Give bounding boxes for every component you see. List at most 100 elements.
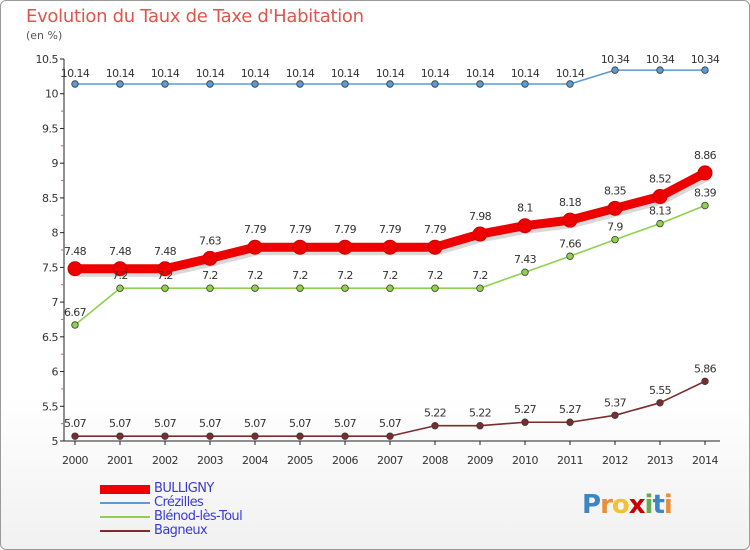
data-point [431,422,439,430]
data-point [116,432,124,440]
data-label: 7.2 [112,269,128,282]
data-point [112,261,128,277]
data-point [251,80,259,88]
x-tick-label: 2001 [107,454,133,467]
data-label: 10.34 [646,53,675,66]
data-label: 5.07 [334,417,357,430]
data-label: 10.14 [196,67,225,80]
data-point [202,250,218,266]
data-label: 10.14 [106,67,135,80]
data-point [337,239,353,255]
data-label: 7.63 [199,234,222,247]
data-label: 7.2 [382,269,398,282]
data-point [431,80,439,88]
data-point [697,165,713,181]
data-label: 5.37 [604,396,627,409]
legend-label: Crézilles [154,495,204,510]
data-point [566,418,574,426]
logo-letter: x [628,490,646,520]
y-tick-label: 9 [52,157,59,170]
data-point [296,284,304,292]
data-label: 10.14 [556,67,585,80]
data-point [701,201,709,210]
data-label: 10.14 [331,67,360,80]
data-label: 7.48 [109,245,132,258]
x-tick-label: 2005 [287,454,313,467]
data-label: 7.48 [154,245,177,258]
data-point [607,200,623,216]
data-point [431,284,439,292]
data-label: 7.79 [379,223,402,236]
data-label: 5.07 [199,417,222,430]
data-label: 10.14 [511,67,540,80]
data-point [161,432,169,440]
y-tick-label: 5.5 [42,400,58,413]
data-label: 7.79 [289,223,312,236]
data-point [116,80,124,88]
data-label: 5.86 [694,362,717,375]
data-label: 7.2 [157,269,173,282]
data-point [341,432,349,440]
logo-letter: P [582,490,601,520]
legend-label: Bagneux [154,523,208,538]
data-label: 5.27 [559,403,582,416]
y-tick-label: 8 [52,227,59,240]
data-label: 5.27 [514,403,537,416]
data-label: 5.55 [649,384,672,397]
legend-swatch [100,530,150,532]
data-label: 7.2 [202,269,218,282]
data-point [71,80,79,88]
data-point [427,239,443,255]
data-point [386,80,394,88]
data-point [206,432,214,440]
data-label: 5.22 [424,407,446,420]
x-tick-label: 2002 [152,454,178,467]
data-label: 8.13 [649,205,672,218]
data-point [157,261,173,277]
data-label: 10.34 [691,53,720,66]
data-point [562,212,578,228]
data-point [476,80,484,88]
data-point [382,239,398,255]
data-point [296,432,304,440]
data-point [161,80,169,88]
data-label: 8.1 [517,202,533,215]
x-tick-label: 2009 [467,454,493,467]
data-label: 10.14 [61,67,90,80]
data-point [521,418,529,426]
data-point [611,411,619,420]
data-label: 7.79 [334,223,357,236]
legend-swatch [100,502,150,504]
data-point [521,268,529,276]
x-tick-label: 2008 [422,454,448,467]
data-point [71,432,79,440]
data-label: 7.2 [247,269,263,282]
x-tick-label: 2003 [197,454,223,467]
data-point [206,284,214,292]
logo-letter: r [600,490,613,520]
data-label: 7.79 [244,223,267,236]
data-point [341,80,349,88]
data-label: 8.39 [694,187,717,200]
data-label: 5.07 [379,417,402,430]
data-label: 10.14 [376,67,405,80]
data-point [656,219,664,228]
data-label: 7.2 [337,269,353,282]
data-point [701,377,709,385]
y-tick-label: 6 [52,366,59,379]
y-tick-label: 7 [52,296,59,309]
data-label: 6.67 [64,306,87,319]
x-tick-label: 2010 [512,454,538,467]
logo-letter: t [652,490,664,520]
y-tick-label: 9.5 [42,122,58,135]
data-label: 5.07 [154,417,177,430]
data-point [116,284,124,292]
data-label: 5.07 [64,417,87,430]
x-tick-label: 2004 [242,454,268,467]
legend-label: Blénod-lès-Toul [154,509,243,524]
data-point [206,80,214,88]
x-tick-label: 2006 [332,454,358,467]
data-point [161,284,169,292]
y-tick-label: 10.5 [36,53,59,66]
